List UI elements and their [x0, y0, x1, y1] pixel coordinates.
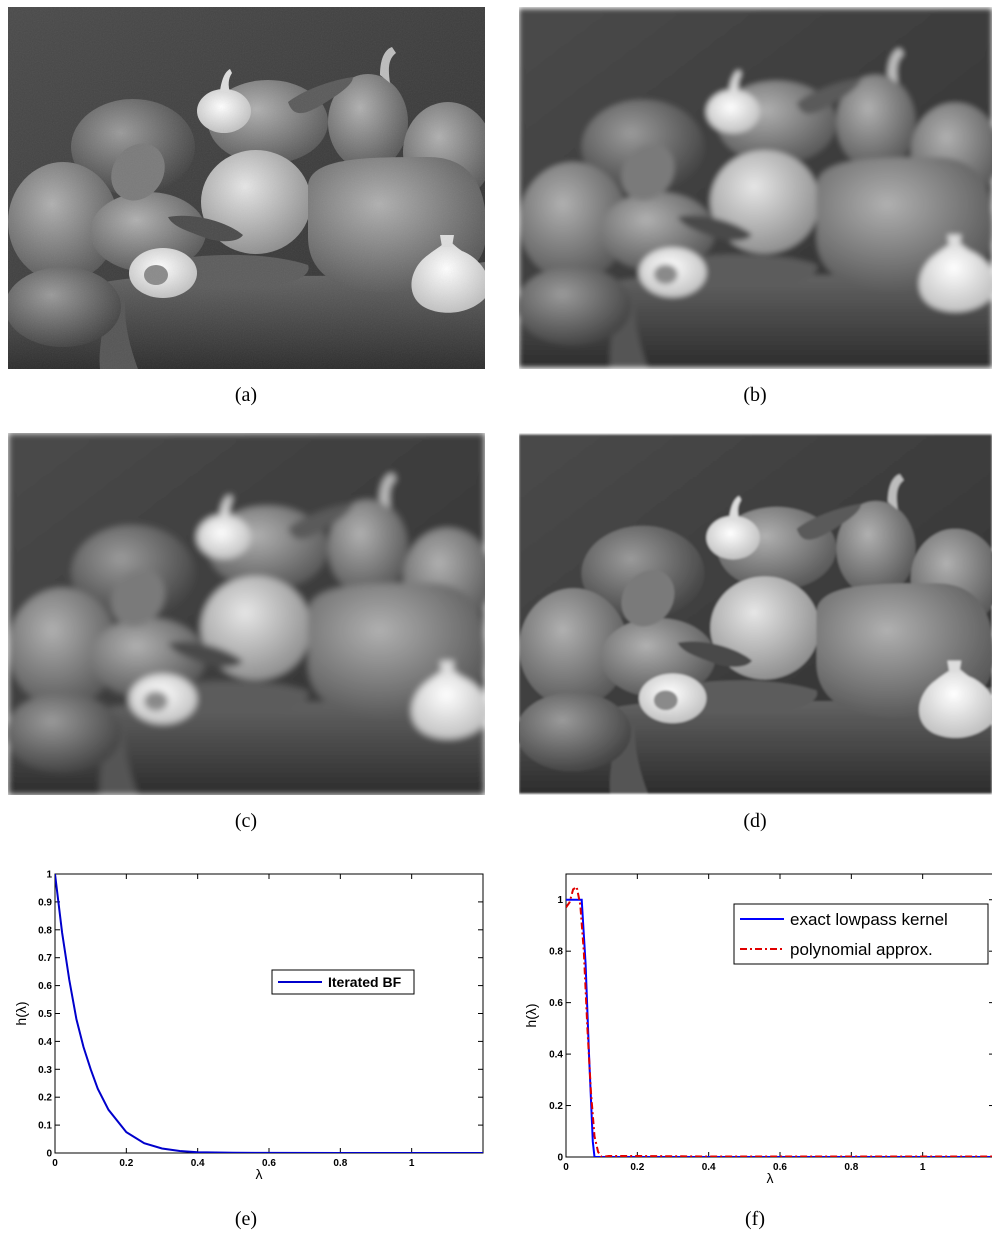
x-tick-label: 0.8	[333, 1158, 347, 1169]
y-tick-label: 0.7	[38, 953, 52, 964]
y-tick-label: 1	[557, 895, 563, 906]
x-tick-label: 0	[563, 1162, 569, 1173]
series-line-iterated-bf	[55, 873, 483, 1153]
y-tick-label: 0	[557, 1153, 563, 1164]
image-panel-c	[8, 433, 485, 795]
x-tick-label: 0.4	[191, 1158, 205, 1169]
caption-c: (c)	[234, 810, 258, 832]
x-axis-label: λ	[767, 1170, 774, 1186]
legend-label: Iterated BF	[328, 974, 402, 990]
x-tick-label: 0.2	[119, 1158, 133, 1169]
y-tick-label: 0.4	[38, 1037, 52, 1048]
y-tick-label: 0.1	[38, 1121, 52, 1132]
y-tick-label: 0.3	[38, 1065, 52, 1076]
y-tick-label: 0.6	[549, 998, 563, 1009]
x-tick-label: 0.6	[262, 1158, 276, 1169]
x-tick-label: 0.4	[702, 1162, 716, 1173]
legend-box	[733, 903, 989, 965]
x-tick-label: 0.8	[844, 1162, 858, 1173]
x-tick-label: 1	[409, 1158, 415, 1169]
x-tick-label: 1	[920, 1162, 926, 1173]
x-tick-label: 0.6	[773, 1162, 787, 1173]
y-tick-label: 0	[46, 1149, 52, 1160]
image-panel-d	[519, 434, 992, 794]
plot-area	[54, 873, 484, 1154]
legend-label: exact lowpass kernel	[790, 910, 948, 929]
x-axis-label: λ	[256, 1166, 263, 1182]
y-axis-label: h(λ)	[13, 1001, 29, 1025]
y-tick-label: 0.4	[549, 1050, 563, 1061]
y-tick-label: 0.6	[38, 981, 52, 992]
y-tick-label: 0.5	[38, 1009, 52, 1020]
y-tick-label: 0.8	[549, 947, 563, 958]
y-tick-label: 0.8	[38, 925, 52, 936]
x-tick-label: 0.2	[630, 1162, 644, 1173]
caption-e: (e)	[234, 1208, 258, 1230]
caption-f: (f)	[745, 1208, 765, 1230]
series-line-polynomial-approx-	[566, 885, 992, 1157]
chart-e: 0 0.2 0.4 0.6 0.8 1 0 0.1 0.2 0.3 0.4 0.5 0.6 0.7 0.8 0…	[13, 870, 484, 1182]
caption-d: (d)	[743, 810, 767, 832]
y-tick-label: 1	[46, 870, 52, 881]
image-panel-b	[519, 8, 992, 368]
caption-a: (a)	[234, 384, 258, 406]
y-tick-label: 0.2	[549, 1101, 563, 1112]
chart-f: 0 0.2 0.4 0.6 0.8 1 0 0.2 0.4 0.6 0.8 1 λ h(λ) exact l…	[523, 873, 992, 1186]
y-tick-label: 0.9	[38, 897, 52, 908]
image-panel-a	[8, 7, 485, 369]
caption-b: (b)	[743, 384, 767, 406]
x-tick-label: 0	[52, 1158, 58, 1169]
legend-label: polynomial approx.	[790, 940, 933, 959]
y-axis-label: h(λ)	[523, 1003, 539, 1027]
y-tick-label: 0.2	[38, 1093, 52, 1104]
